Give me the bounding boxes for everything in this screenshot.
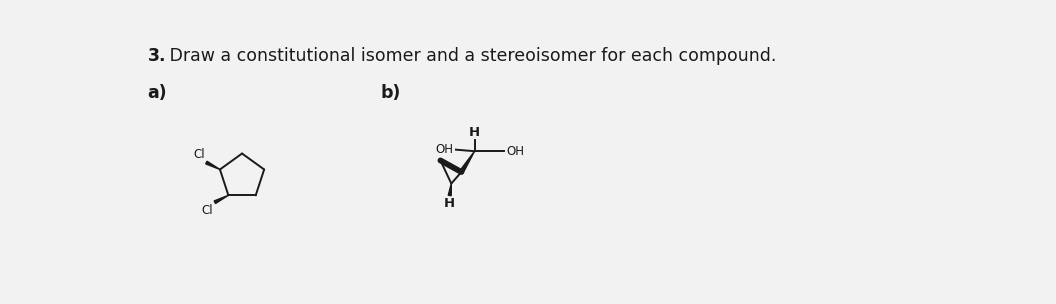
Text: 3.: 3. [148,47,166,65]
Text: Cl: Cl [202,204,213,217]
Text: a): a) [148,84,167,102]
Polygon shape [448,184,451,196]
Polygon shape [206,161,220,170]
Text: Cl: Cl [193,148,205,161]
Polygon shape [214,195,228,204]
Text: H: H [445,197,455,210]
Polygon shape [459,151,474,173]
Text: OH: OH [436,143,454,156]
Text: OH: OH [506,145,525,158]
Text: H: H [469,126,480,139]
Text: Draw a constitutional isomer and a stereoisomer for each compound.: Draw a constitutional isomer and a stere… [164,47,776,65]
Text: b): b) [380,84,400,102]
